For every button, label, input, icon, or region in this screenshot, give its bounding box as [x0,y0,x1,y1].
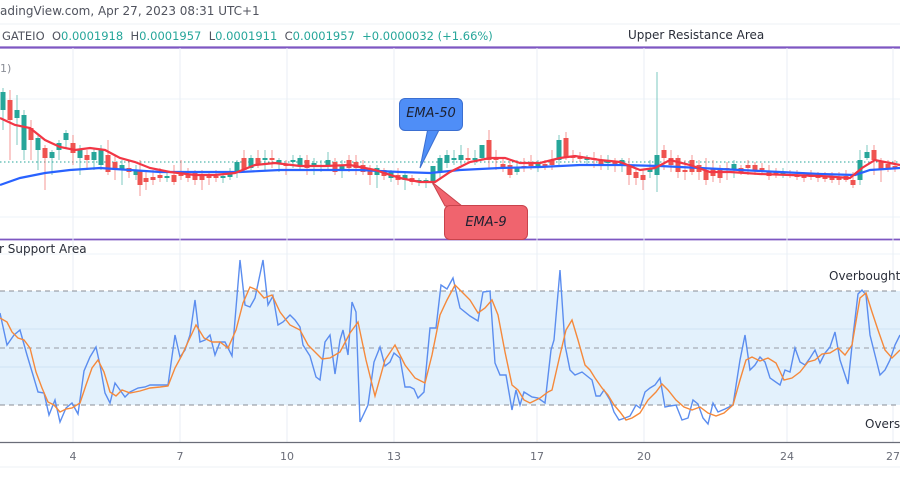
oversold-label: Overso [865,417,900,431]
ema9-line [0,117,900,184]
low-label: L [208,29,216,43]
x-axis-tick-label: 7 [176,450,184,463]
lower-support-label: r Support Area [0,242,87,256]
indicator-legend-fragment: 1) [0,62,12,75]
overbought-label: Overbought [829,269,900,283]
x-axis-tick-label: 27 [886,450,900,463]
high-label: H [130,29,140,43]
change-value: +0.0000032 (+1.66%) [362,29,493,43]
ema9-callout: EMA-9 [444,205,528,240]
x-axis-tick-label: 24 [780,450,794,463]
high-value: 0.0001957 [139,29,202,43]
x-axis-tick-label: 4 [69,450,77,463]
exchange-label: GATEIO [2,29,45,43]
x-axis-tick-label: 20 [637,450,651,463]
close-value: 0.0001957 [292,29,355,43]
chart-source-title: adingView.com, Apr 27, 2023 08:31 UTC+1 [0,4,260,18]
x-axis-tick-label: 10 [280,450,294,463]
signal-line [0,283,900,421]
candlestick-series [0,72,898,196]
ohlc-legend: GATEIO O0.0001918 H0.0001957 L0.0001911 … [2,29,493,43]
close-label: C [284,29,293,43]
x-axis-tick-label: 17 [530,450,544,463]
ema9-pointer [431,181,464,207]
x-axis-tick-label: 13 [387,450,401,463]
upper-resistance-label: Upper Resistance Area [628,28,765,42]
ema50-callout: EMA-50 [399,98,463,131]
open-value: 0.0001918 [61,29,124,43]
open-label: O [51,29,61,43]
ema50-line [0,163,900,187]
low-value: 0.0001911 [215,29,278,43]
